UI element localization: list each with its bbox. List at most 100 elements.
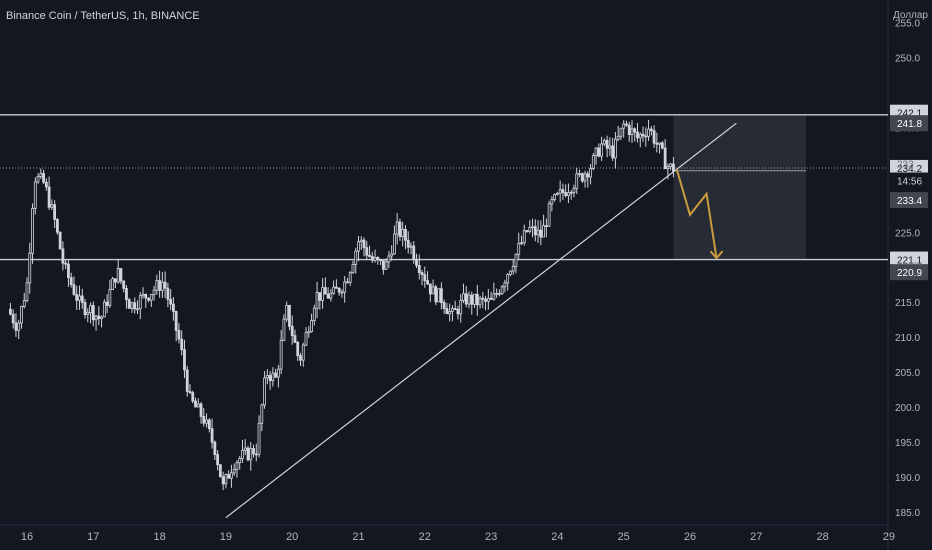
candle-body — [136, 308, 139, 311]
candle — [293, 329, 297, 344]
candle — [191, 390, 195, 404]
candle — [517, 232, 521, 259]
price-label: 14:56 — [897, 177, 922, 188]
candle — [649, 126, 653, 136]
candle — [202, 408, 206, 427]
currency-label[interactable]: Доллар — [892, 10, 928, 21]
candle — [318, 292, 322, 310]
time-tick-label: 20 — [286, 531, 298, 543]
candle-body — [138, 295, 142, 310]
candle — [89, 302, 92, 324]
candle — [268, 371, 272, 390]
candle-body — [495, 293, 499, 295]
candle-body — [478, 297, 482, 306]
candle — [91, 301, 95, 327]
candle — [31, 203, 34, 264]
candle-body — [216, 454, 220, 466]
candle-body — [580, 173, 584, 182]
candle — [580, 172, 584, 183]
candle — [351, 260, 355, 274]
candle — [373, 249, 377, 263]
candle-body — [227, 474, 231, 479]
candle-body — [561, 189, 565, 193]
candle — [370, 251, 374, 263]
candle — [567, 183, 570, 204]
candle-body — [177, 330, 181, 340]
candle-body — [428, 283, 432, 295]
candle — [602, 138, 606, 147]
candle — [511, 259, 515, 275]
candle-body — [442, 302, 446, 309]
candle-body — [230, 472, 233, 479]
candle-body — [58, 231, 62, 250]
candle — [622, 120, 626, 138]
candle-body — [39, 173, 43, 177]
candle-body — [611, 145, 615, 159]
candle-body — [517, 242, 521, 255]
candle-body — [426, 280, 429, 285]
candle-body — [72, 284, 76, 295]
candle-body — [263, 377, 266, 406]
candle — [64, 259, 68, 269]
candle-body — [644, 135, 648, 138]
candle — [290, 315, 294, 345]
candle-body — [155, 280, 159, 291]
candle-body — [434, 286, 438, 303]
candle — [177, 323, 181, 344]
candle — [550, 196, 554, 212]
candle — [158, 270, 162, 298]
candle — [379, 258, 383, 266]
candle — [390, 245, 394, 261]
candle — [271, 367, 275, 387]
candle — [627, 121, 631, 142]
candle — [105, 294, 109, 314]
time-tick-label: 24 — [551, 531, 563, 543]
candle-body — [473, 293, 476, 305]
candle-body — [147, 297, 150, 301]
candle-body — [9, 308, 12, 315]
candle-body — [50, 204, 54, 208]
candle-body — [218, 464, 222, 478]
candle-body — [111, 278, 115, 290]
candle — [72, 276, 76, 296]
candle — [47, 176, 51, 210]
candle — [254, 443, 258, 462]
candle-body — [636, 131, 639, 139]
candle — [249, 441, 253, 471]
candle-body — [404, 229, 407, 241]
candle-body — [409, 245, 413, 248]
candle — [329, 289, 333, 302]
candle — [359, 236, 363, 250]
candle-body — [326, 293, 330, 299]
candle-body — [533, 226, 537, 236]
candle — [387, 251, 391, 269]
candle — [368, 245, 371, 258]
candle-body — [586, 173, 590, 178]
candle-body — [354, 250, 358, 265]
candle-body — [666, 166, 670, 170]
candle-body — [412, 245, 416, 260]
candle — [108, 279, 112, 309]
candle — [638, 132, 642, 148]
candle-body — [249, 448, 253, 461]
candle — [669, 162, 673, 171]
candle — [625, 120, 628, 127]
candle-body — [390, 253, 394, 257]
candle-body — [296, 342, 300, 357]
candle — [423, 266, 427, 288]
candle — [475, 285, 479, 316]
candle — [149, 294, 153, 307]
candle — [196, 398, 200, 408]
candle-body — [567, 192, 570, 197]
candle-body — [166, 287, 170, 300]
candle-body — [332, 286, 336, 294]
candle — [569, 190, 573, 200]
candle — [185, 365, 189, 397]
candle — [633, 127, 637, 142]
candle-body — [78, 295, 81, 301]
candle-body — [370, 256, 374, 261]
candle-body — [188, 391, 192, 393]
